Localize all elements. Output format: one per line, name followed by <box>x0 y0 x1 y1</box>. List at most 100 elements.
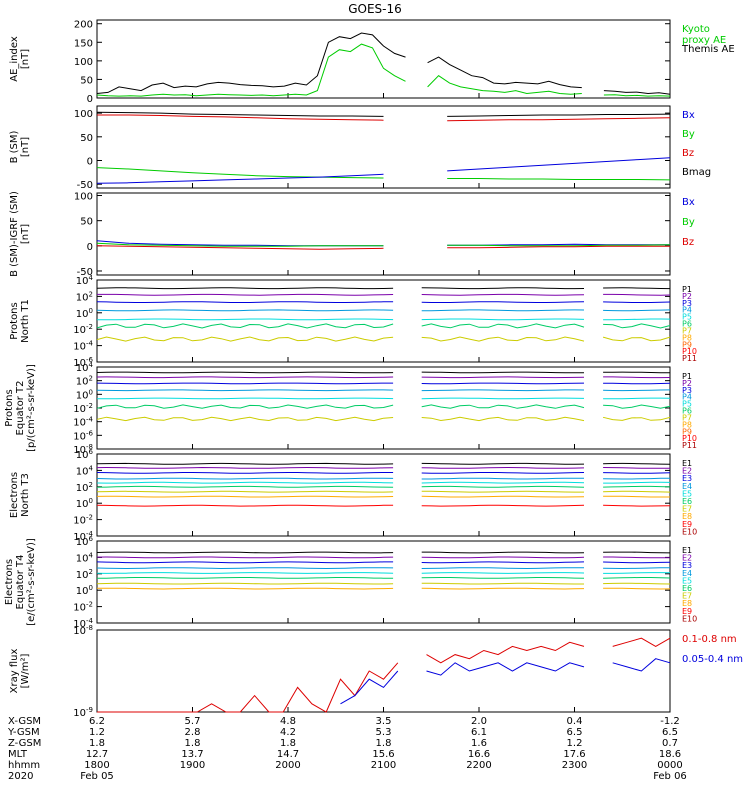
y-axis-label: Xray flux <box>9 649 20 694</box>
ephemeris-value: 16.6 <box>468 749 490 760</box>
series-line <box>421 287 585 290</box>
legend-entry: P4 <box>682 306 692 315</box>
series-line <box>421 404 585 409</box>
y-tick-label: 10-9 <box>73 706 93 719</box>
ephemeris-value: Feb 06 <box>653 771 687 782</box>
ephemeris-value: 15.6 <box>372 749 394 760</box>
legend-entry: P6 <box>682 407 692 416</box>
series-line <box>421 466 585 469</box>
series-line <box>96 167 384 179</box>
y-tick-label: 10-4 <box>73 617 93 630</box>
series-line <box>96 462 394 465</box>
series-line <box>421 301 585 303</box>
series-line <box>96 43 406 97</box>
legend-entry: E5 <box>682 576 692 585</box>
legend-entry: E9 <box>682 607 692 616</box>
y-axis-label: North T1 <box>20 299 31 343</box>
ephemeris-value: 5.7 <box>185 716 201 727</box>
legend-entry: P8 <box>682 420 692 429</box>
legend-entry: Themis AE <box>681 44 735 55</box>
legend-entry: P3 <box>682 299 692 308</box>
legend-entry: P7 <box>682 326 692 335</box>
series-line <box>421 371 585 374</box>
series-line <box>96 572 394 574</box>
legend-entry: Bz <box>682 237 694 248</box>
ephemeris-value: 1800 <box>84 760 109 771</box>
y-axis-label: Protons <box>4 389 15 426</box>
series-line <box>421 551 585 554</box>
legend-entry: E6 <box>682 584 692 593</box>
series-line <box>427 75 582 95</box>
y-tick-label: 10-6 <box>73 429 93 442</box>
y-tick-label: 50 <box>80 217 93 228</box>
y-tick-label: 100 <box>76 307 93 320</box>
series-line <box>603 567 671 570</box>
series-line <box>97 662 399 713</box>
y-tick-label: 100 <box>76 388 93 401</box>
legend-entry: P11 <box>682 441 697 450</box>
series-line <box>421 397 585 400</box>
y-axis-label: [nT] <box>20 224 31 244</box>
series-line <box>603 477 671 480</box>
series-line <box>447 245 670 249</box>
y-tick-label: 200 <box>74 20 93 31</box>
series-line <box>602 416 671 421</box>
ephemeris-value: 4.8 <box>280 716 296 727</box>
legend-entry: P5 <box>682 400 692 409</box>
y-tick-label: 150 <box>74 38 93 49</box>
panel-frame <box>96 453 671 537</box>
y-tick-label: 10-8 <box>73 443 93 456</box>
y-tick-label: 0 <box>87 157 93 168</box>
series-line <box>421 485 585 488</box>
series-line <box>421 481 585 484</box>
panel-frame <box>96 279 671 363</box>
legend-entry: P5 <box>682 313 692 322</box>
ephemeris-value: 13.7 <box>181 749 203 760</box>
legend-entry: P3 <box>682 386 692 395</box>
legend-entry: E1 <box>682 546 692 555</box>
y-tick-label: 104 <box>76 361 94 374</box>
legend-entry: By <box>682 217 695 228</box>
series-line <box>96 404 394 409</box>
legend-entry: P10 <box>682 434 697 443</box>
series-line <box>603 495 670 498</box>
ephemeris-value: 6.2 <box>89 716 105 727</box>
series-line <box>96 301 394 303</box>
y-axis-label: Equator T4 <box>15 555 26 610</box>
series-line <box>96 577 394 579</box>
ephemeris-value: 0000 <box>657 760 682 771</box>
ephemeris-row-label: 2020 <box>8 771 33 782</box>
series-line <box>612 637 671 647</box>
y-axis-label: Equator T2 <box>15 381 26 436</box>
y-tick-label: 10-2 <box>73 323 93 336</box>
series-line <box>603 462 671 465</box>
series-line <box>96 336 394 342</box>
series-line <box>603 376 671 379</box>
ephemeris-value: -1.2 <box>660 716 680 727</box>
series-line <box>603 490 671 493</box>
series-line <box>96 495 394 498</box>
legend-entry: P11 <box>682 354 697 363</box>
y-tick-label: 10-6 <box>73 356 93 369</box>
series-line <box>96 309 394 312</box>
series-line <box>96 504 394 507</box>
legend-entry: E10 <box>682 527 697 536</box>
ephemeris-value: 4.2 <box>280 727 296 738</box>
legend-entry: E7 <box>682 592 692 601</box>
series-line <box>603 323 671 329</box>
y-tick-label: 10-4 <box>73 416 93 429</box>
y-tick-label: 104 <box>76 551 94 564</box>
series-line <box>603 382 671 385</box>
series-line <box>421 490 584 493</box>
series-line <box>96 481 394 484</box>
series-line <box>96 245 384 250</box>
y-tick-label: 10-2 <box>73 402 93 415</box>
series-line <box>96 173 384 184</box>
ephemeris-value: 2200 <box>466 760 491 771</box>
series-line <box>96 587 394 590</box>
legend-entry: E2 <box>682 467 692 476</box>
series-line <box>421 567 584 570</box>
series-line <box>603 318 671 321</box>
y-axis-label: [nT] <box>20 49 31 69</box>
